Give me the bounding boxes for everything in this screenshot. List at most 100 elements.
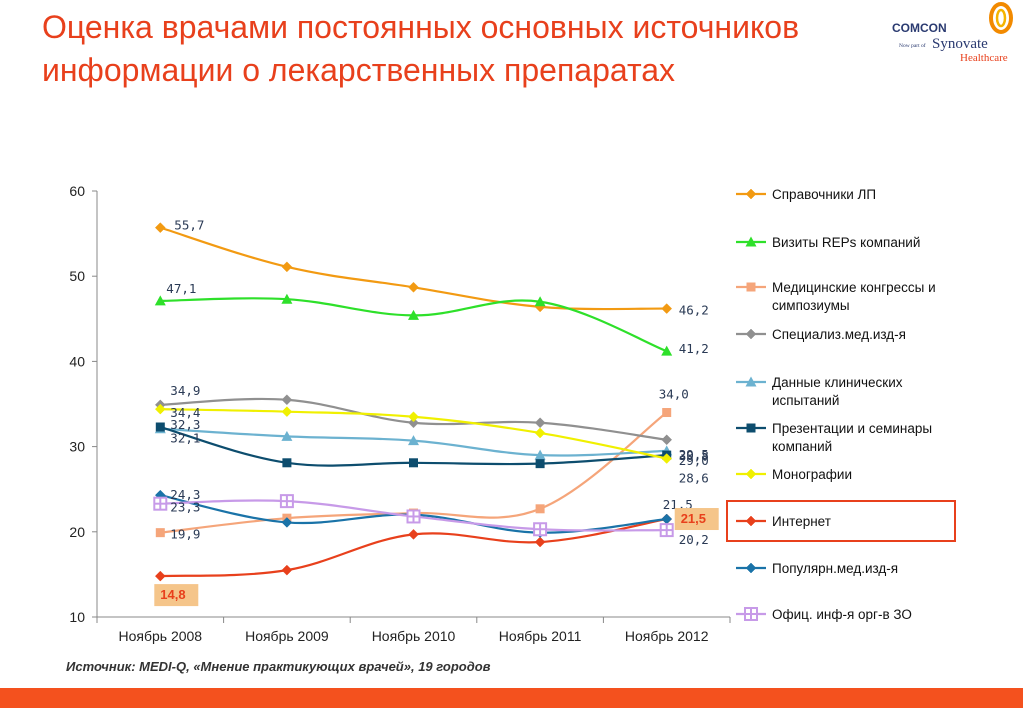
data-point <box>281 293 293 304</box>
data-label: 29,0 <box>679 453 709 468</box>
data-point <box>408 417 419 429</box>
legend-label: симпозиумы <box>772 298 850 313</box>
data-point <box>661 434 673 446</box>
y-tick-label: 30 <box>69 439 85 455</box>
legend-item-9: Офиц. инф-я орг-в ЗО <box>736 607 912 622</box>
x-tick-label: Ноябрь 2011 <box>499 628 582 644</box>
series-9 <box>153 494 674 538</box>
data-point <box>534 417 546 429</box>
legend-label: Презентации и семинары <box>772 421 932 436</box>
data-point <box>154 570 166 582</box>
legend-label: компаний <box>772 439 832 454</box>
series-1 <box>154 293 673 356</box>
data-point <box>154 403 166 415</box>
y-tick-label: 40 <box>69 353 85 369</box>
data-point <box>281 430 293 441</box>
series-3 <box>154 394 673 446</box>
line-chart: 10 20 30 40 50 60 Ноябрь 2008 Ноябрь 2009 Ноябрь… <box>69 183 956 644</box>
chart-series <box>153 222 674 582</box>
page-title: Оценка врачами постоянных основных источ… <box>42 9 800 88</box>
legend-marker <box>745 468 757 480</box>
logo-swirl <box>989 2 1013 34</box>
legend-marker <box>746 423 756 433</box>
y-tick-label: 50 <box>69 268 85 284</box>
data-point <box>408 435 419 446</box>
data-point <box>534 296 546 307</box>
legend-label: Популярн.мед.изд-я <box>772 561 898 576</box>
data-label-highlight: 21,5 <box>681 511 706 526</box>
legend-marker <box>746 282 756 292</box>
data-point <box>155 422 165 432</box>
legend-item-2: Медицинские конгрессы и симпозиумы <box>736 280 936 313</box>
data-point <box>661 303 673 314</box>
data-point <box>153 496 168 511</box>
legend-label: Интернет <box>772 514 831 529</box>
legend-item-4: Данные клинических испытаний <box>736 375 903 408</box>
data-label: 24,3 <box>170 487 200 502</box>
data-label: 28,6 <box>679 471 709 486</box>
highlight-label-bg <box>154 584 199 607</box>
logo-healthcare: Healthcare <box>960 52 1008 64</box>
series-line <box>159 226 667 311</box>
data-point <box>154 295 166 306</box>
legend-marker <box>745 188 757 200</box>
x-tick-label: Ноябрь 2008 <box>118 628 202 644</box>
data-label: 34,4 <box>170 405 200 420</box>
data-point <box>408 529 419 540</box>
data-label: 34,9 <box>170 383 200 398</box>
data-point <box>282 458 292 468</box>
data-label: 23,3 <box>170 500 200 515</box>
series-line <box>160 517 667 578</box>
legend-label: Специализ.мед.изд-я <box>772 327 906 342</box>
data-point <box>281 394 293 406</box>
chart-legend: Справочники ЛП Визиты REPs компаний Медици… <box>726 187 956 622</box>
data-label: 34,0 <box>659 387 689 402</box>
legend-item-1: Визиты REPs компаний <box>736 235 920 250</box>
series-0 <box>154 222 673 314</box>
logo-synovate: Synovate <box>932 36 988 52</box>
legend-label: Визиты REPs компаний <box>772 235 920 250</box>
data-point <box>661 345 673 356</box>
data-label-highlight: 14,8 <box>160 587 185 602</box>
legend-highlight-box <box>726 500 956 542</box>
data-point <box>534 536 546 548</box>
y-tick-label: 60 <box>69 183 85 199</box>
data-label: 41,2 <box>679 341 709 356</box>
data-point <box>535 459 545 469</box>
data-point <box>281 261 293 273</box>
data-label: 32,3 <box>170 417 200 432</box>
data-point <box>281 564 293 576</box>
legend-label: Офиц. инф-я орг-в ЗО <box>772 607 912 622</box>
data-label: 47,1 <box>166 281 196 296</box>
x-tick-label: Ноябрь 2009 <box>245 628 329 644</box>
chart-data-labels: 55,7 47,1 34,9 34,432,332,1 24,323,3 19,9 14,8… <box>154 218 719 607</box>
legend-item-5: Презентации и семинары компаний <box>736 421 932 454</box>
comcon-synovate-logo: COMCON Now part of Synovate Healthcare <box>892 2 1013 64</box>
data-label: 32,1 <box>170 431 200 446</box>
data-point <box>534 427 546 439</box>
data-point <box>279 494 294 509</box>
data-label: 46,2 <box>679 303 709 318</box>
legend-label: испытаний <box>772 393 839 408</box>
source-note: Источник: MEDI-Q, «Мнение практикующих в… <box>66 659 491 674</box>
chart-axes: 10 20 30 40 50 60 Ноябрь 2008 Ноябрь 2009 Ноябрь… <box>69 183 731 644</box>
data-point <box>408 281 419 293</box>
data-point <box>409 458 418 468</box>
data-point <box>155 528 165 538</box>
legend-marker <box>745 236 757 247</box>
series-7 <box>154 513 673 582</box>
legend-label: Справочники ЛП <box>772 187 876 202</box>
legend-label: Данные клинических <box>772 375 903 390</box>
logo-swirl-inner <box>995 8 1007 28</box>
data-point <box>662 408 672 418</box>
data-label: 20,2 <box>679 532 709 547</box>
data-point <box>661 513 673 525</box>
legend-item-3: Специализ.мед.изд-я <box>736 327 906 342</box>
legend-item-8: Популярн.мед.изд-я <box>736 561 898 576</box>
data-label: 30,8 <box>679 448 709 463</box>
logo-now-part-of: Now part of <box>899 42 926 49</box>
data-point <box>534 449 546 460</box>
data-point <box>281 406 293 418</box>
data-label: 29,5 <box>679 447 709 462</box>
legend-label: Монографии <box>772 467 852 482</box>
